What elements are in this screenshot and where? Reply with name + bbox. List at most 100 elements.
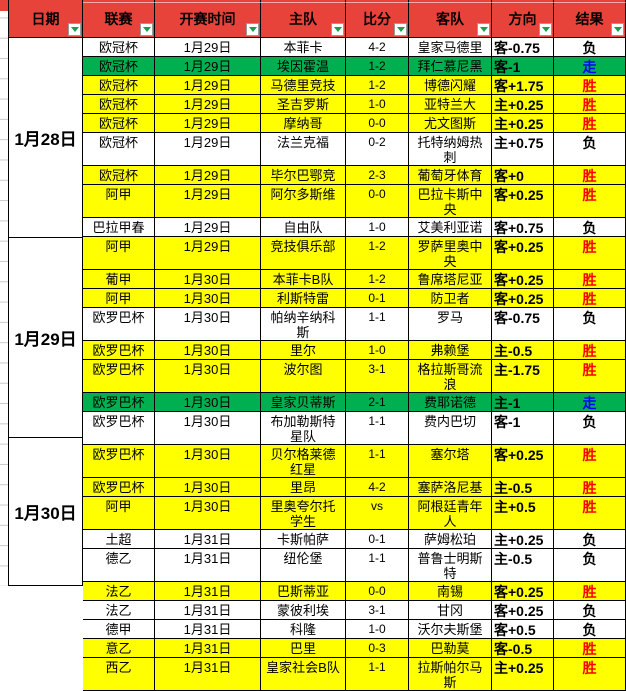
- result-cell[interactable]: 胜: [554, 270, 626, 289]
- home-team-cell[interactable]: 本菲卡: [261, 38, 346, 57]
- kickoff-time-cell[interactable]: 1月29日: [155, 57, 261, 76]
- score-cell[interactable]: 3-1: [346, 601, 409, 620]
- result-cell[interactable]: 负: [554, 133, 626, 166]
- home-team-cell[interactable]: 本菲卡B队: [261, 270, 346, 289]
- league-cell[interactable]: 德乙: [83, 549, 155, 582]
- kickoff-time-cell[interactable]: 1月31日: [155, 601, 261, 620]
- kickoff-time-cell[interactable]: 1月30日: [155, 360, 261, 393]
- result-cell[interactable]: 胜: [554, 289, 626, 308]
- home-team-cell[interactable]: 阿尔多斯维: [261, 185, 346, 218]
- score-cell[interactable]: 0-1: [346, 289, 409, 308]
- away-team-cell[interactable]: 格拉斯哥流浪: [409, 360, 492, 393]
- away-team-cell[interactable]: 拜仁慕尼黑: [409, 57, 492, 76]
- score-cell[interactable]: 1-1: [346, 549, 409, 582]
- kickoff-time-cell[interactable]: 1月30日: [155, 341, 261, 360]
- home-team-cell[interactable]: 巴斯蒂亚: [261, 582, 346, 601]
- direction-cell[interactable]: 客-1: [492, 412, 554, 445]
- away-team-cell[interactable]: 阿根廷青年人: [409, 497, 492, 530]
- league-cell[interactable]: 欧冠杯: [83, 95, 155, 114]
- filter-button[interactable]: [246, 23, 259, 36]
- league-cell[interactable]: 法乙: [83, 601, 155, 620]
- direction-cell[interactable]: 主+0.25: [492, 658, 554, 691]
- result-cell[interactable]: 胜: [554, 166, 626, 185]
- result-cell[interactable]: 负: [554, 549, 626, 582]
- away-team-cell[interactable]: 弗赖堡: [409, 341, 492, 360]
- home-team-cell[interactable]: 利斯特雷: [261, 289, 346, 308]
- direction-cell[interactable]: 客-0.75: [492, 38, 554, 57]
- direction-cell[interactable]: 主+0.75: [492, 133, 554, 166]
- away-team-cell[interactable]: 普鲁士明斯特: [409, 549, 492, 582]
- result-cell[interactable]: 胜: [554, 658, 626, 691]
- kickoff-time-cell[interactable]: 1月30日: [155, 497, 261, 530]
- kickoff-time-cell[interactable]: 1月29日: [155, 237, 261, 270]
- league-cell[interactable]: 欧冠杯: [83, 114, 155, 133]
- score-cell[interactable]: 0-3: [346, 639, 409, 658]
- score-cell[interactable]: 1-1: [346, 445, 409, 478]
- league-cell[interactable]: 阿甲: [83, 497, 155, 530]
- away-team-cell[interactable]: 甘冈: [409, 601, 492, 620]
- result-cell[interactable]: 走: [554, 57, 626, 76]
- kickoff-time-cell[interactable]: 1月31日: [155, 530, 261, 549]
- score-cell[interactable]: 1-2: [346, 270, 409, 289]
- result-cell[interactable]: 负: [554, 38, 626, 57]
- league-cell[interactable]: 欧罗巴杯: [83, 445, 155, 478]
- score-cell[interactable]: 0-2: [346, 133, 409, 166]
- league-cell[interactable]: 欧冠杯: [83, 38, 155, 57]
- date-group-cell[interactable]: 1月30日: [9, 438, 83, 587]
- home-team-cell[interactable]: 科隆: [261, 620, 346, 639]
- kickoff-time-cell[interactable]: 1月30日: [155, 308, 261, 341]
- home-team-cell[interactable]: 摩纳哥: [261, 114, 346, 133]
- result-cell[interactable]: 胜: [554, 185, 626, 218]
- home-team-cell[interactable]: 贝尔格莱德红星: [261, 445, 346, 478]
- direction-cell[interactable]: 主+0.5: [492, 497, 554, 530]
- date-group-cell[interactable]: 1月28日: [9, 38, 83, 239]
- score-cell[interactable]: 1-0: [346, 620, 409, 639]
- direction-cell[interactable]: 客+0.25: [492, 237, 554, 270]
- direction-cell[interactable]: 客+1.75: [492, 76, 554, 95]
- away-team-cell[interactable]: 皇家马德里: [409, 38, 492, 57]
- away-team-cell[interactable]: 沃尔夫斯堡: [409, 620, 492, 639]
- kickoff-time-cell[interactable]: 1月31日: [155, 549, 261, 582]
- result-cell[interactable]: 负: [554, 530, 626, 549]
- kickoff-time-cell[interactable]: 1月29日: [155, 185, 261, 218]
- league-cell[interactable]: 欧罗巴杯: [83, 393, 155, 412]
- score-cell[interactable]: 0-0: [346, 114, 409, 133]
- direction-cell[interactable]: 客-1: [492, 57, 554, 76]
- result-cell[interactable]: 胜: [554, 341, 626, 360]
- home-team-cell[interactable]: 蒙彼利埃: [261, 601, 346, 620]
- home-team-cell[interactable]: 里尔: [261, 341, 346, 360]
- score-cell[interactable]: 4-2: [346, 478, 409, 497]
- result-cell[interactable]: 走: [554, 393, 626, 412]
- home-team-cell[interactable]: 卡斯帕萨: [261, 530, 346, 549]
- filter-button[interactable]: [477, 23, 490, 36]
- direction-cell[interactable]: 客+0.75: [492, 218, 554, 237]
- away-team-cell[interactable]: 尤文图斯: [409, 114, 492, 133]
- kickoff-time-cell[interactable]: 1月31日: [155, 658, 261, 691]
- score-cell[interactable]: 0-1: [346, 530, 409, 549]
- away-team-cell[interactable]: 罗萨里奥中央: [409, 237, 492, 270]
- score-cell[interactable]: 1-0: [346, 95, 409, 114]
- league-cell[interactable]: 欧罗巴杯: [83, 360, 155, 393]
- kickoff-time-cell[interactable]: 1月30日: [155, 412, 261, 445]
- kickoff-time-cell[interactable]: 1月30日: [155, 270, 261, 289]
- result-cell[interactable]: 负: [554, 218, 626, 237]
- kickoff-time-cell[interactable]: 1月30日: [155, 445, 261, 478]
- league-cell[interactable]: 欧罗巴杯: [83, 341, 155, 360]
- league-cell[interactable]: 土超: [83, 530, 155, 549]
- home-team-cell[interactable]: 埃因霍温: [261, 57, 346, 76]
- column-header-league[interactable]: 联赛: [83, 0, 155, 38]
- league-cell[interactable]: 欧罗巴杯: [83, 308, 155, 341]
- kickoff-time-cell[interactable]: 1月29日: [155, 133, 261, 166]
- score-cell[interactable]: 2-3: [346, 166, 409, 185]
- kickoff-time-cell[interactable]: 1月29日: [155, 166, 261, 185]
- score-cell[interactable]: 1-1: [346, 412, 409, 445]
- result-cell[interactable]: 胜: [554, 114, 626, 133]
- filter-button[interactable]: [140, 23, 153, 36]
- result-cell[interactable]: 负: [554, 412, 626, 445]
- away-team-cell[interactable]: 巴勒莫: [409, 639, 492, 658]
- league-cell[interactable]: 欧冠杯: [83, 133, 155, 166]
- kickoff-time-cell[interactable]: 1月30日: [155, 289, 261, 308]
- league-cell[interactable]: 欧冠杯: [83, 76, 155, 95]
- filter-button[interactable]: [394, 23, 407, 36]
- away-team-cell[interactable]: 巴拉卡斯中央: [409, 185, 492, 218]
